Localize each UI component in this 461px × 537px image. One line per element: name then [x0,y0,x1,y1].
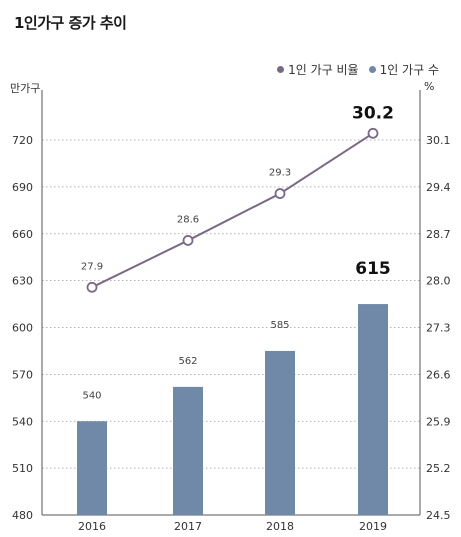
line-point [86,281,98,293]
legend-count-label: 1인 가구 수 [379,63,439,77]
left-tick-label: 660 [12,228,33,241]
bar [265,350,295,515]
left-axis-unit: 만가구 [10,82,41,95]
left-tick-label: 510 [12,462,33,475]
x-tick-label: 2017 [174,520,202,533]
ratio-line [91,132,374,289]
line-value-label: 29.3 [269,168,291,179]
line-value-label: 28.6 [177,214,199,225]
left-tick-label: 600 [12,322,33,335]
chart-title: 1인가구 증가 추이 [14,14,127,32]
line-value-label: 30.2 [352,103,394,123]
line-point [182,235,194,246]
legend-count-marker [368,66,376,73]
left-tick-label: 630 [12,275,33,288]
right-tick-label: 27.3 [426,322,451,335]
legend-item-ratio: 1인 가구 비율 [277,61,359,78]
left-tick-label: 540 [12,415,33,428]
chart-legend: 1인 가구 비율 1인 가구 수 [277,61,439,78]
right-tick-label: 24.5 [426,509,451,522]
right-tick-label: 28.0 [426,275,451,288]
bar-value-label: 562 [178,356,197,367]
right-axis-unit: % [424,80,435,93]
right-tick-label: 25.9 [426,415,451,428]
bar-value-label: 585 [270,320,289,331]
right-tick-label: 30.1 [426,134,451,147]
line-value-label: 27.9 [81,261,103,272]
bar-value-label: 615 [355,259,391,279]
x-tick-label: 2019 [359,520,387,533]
line-point [367,127,379,139]
bar [173,386,203,515]
bar [358,304,388,515]
left-tick-label: 720 [12,134,33,147]
left-tick-label: 480 [12,509,33,522]
right-tick-label: 25.2 [426,462,451,475]
right-tick-label: 28.7 [426,228,451,241]
x-tick-label: 2016 [78,520,106,533]
right-tick-label: 26.6 [426,368,451,381]
right-tick-label: 29.4 [426,181,451,194]
left-tick-label: 570 [12,368,33,381]
legend-item-count: 1인 가구 수 [368,61,439,78]
line-point [274,188,286,199]
left-tick-label: 690 [12,181,33,194]
bar-value-label: 540 [82,390,101,401]
bar [77,421,107,515]
legend-ratio-marker [277,66,285,73]
legend-ratio-label: 1인 가구 비율 [288,63,359,77]
x-tick-label: 2018 [266,520,294,533]
